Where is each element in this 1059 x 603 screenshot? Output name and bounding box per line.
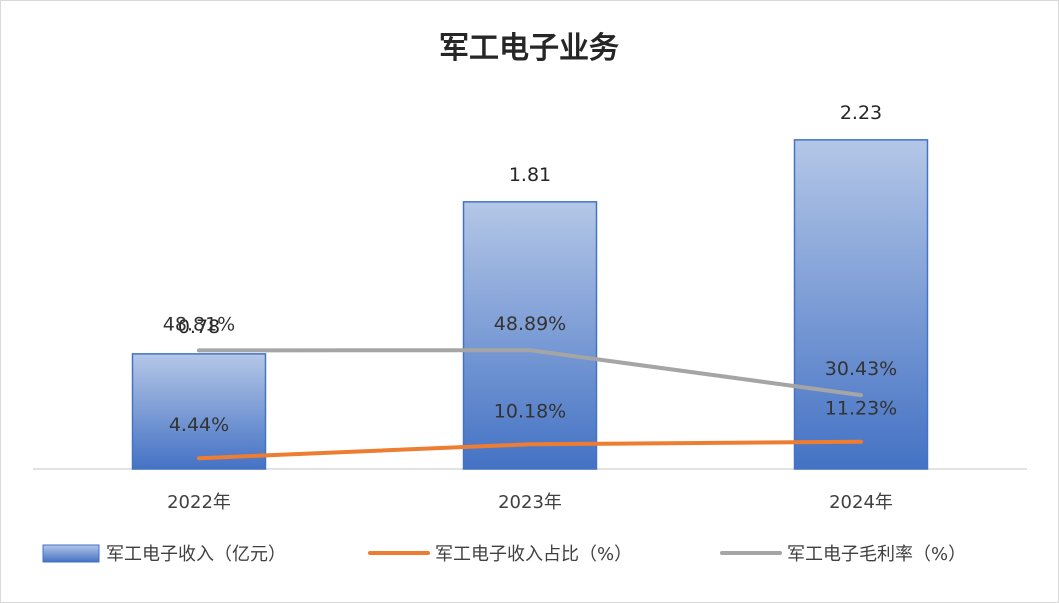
revenue-share-label-2: 11.23%	[825, 398, 897, 420]
revenue-share-line	[197, 439, 863, 461]
bar-value-label-0: 0.78	[178, 316, 220, 338]
data-labels: 0.78 1.81 2.23 48.81% 48.89% 30.43% 4.44% 10.18…	[163, 102, 897, 436]
legend-label-revenue: 军工电子收入（亿元）	[106, 544, 286, 565]
bar-series	[131, 139, 929, 470]
legend-swatch-revenue	[42, 544, 100, 563]
x-axis-ticks: 2022年 2023年 2024年	[167, 492, 893, 513]
bar-0	[131, 353, 267, 470]
legend-label-revenue-share: 军工电子收入占比（%）	[435, 544, 632, 565]
gross-margin-label-2: 30.43%	[825, 358, 897, 380]
line-series	[197, 348, 863, 461]
gross-margin-label-0: 48.81%	[163, 313, 235, 335]
x-tick-label-1: 2023年	[498, 492, 562, 513]
x-tick-label-0: 2022年	[167, 492, 231, 513]
bar-1	[462, 201, 598, 470]
x-tick-label-2: 2024年	[829, 492, 893, 513]
legend: 军工电子收入（亿元） 军工电子收入占比（%） 军工电子毛利率（%）	[42, 544, 966, 565]
gross-margin-label-1: 48.89%	[494, 313, 566, 335]
revenue-share-label-1: 10.18%	[494, 400, 566, 422]
gross-margin-line	[197, 348, 863, 398]
bar-value-label-1: 1.81	[509, 164, 551, 186]
bar-value-label-2: 2.23	[840, 102, 882, 124]
revenue-share-label-0: 4.44%	[169, 414, 229, 436]
chart-title: 军工电子业务	[439, 31, 619, 66]
legend-label-gross-margin: 军工电子毛利率（%）	[787, 544, 966, 565]
bar-2	[793, 139, 929, 470]
